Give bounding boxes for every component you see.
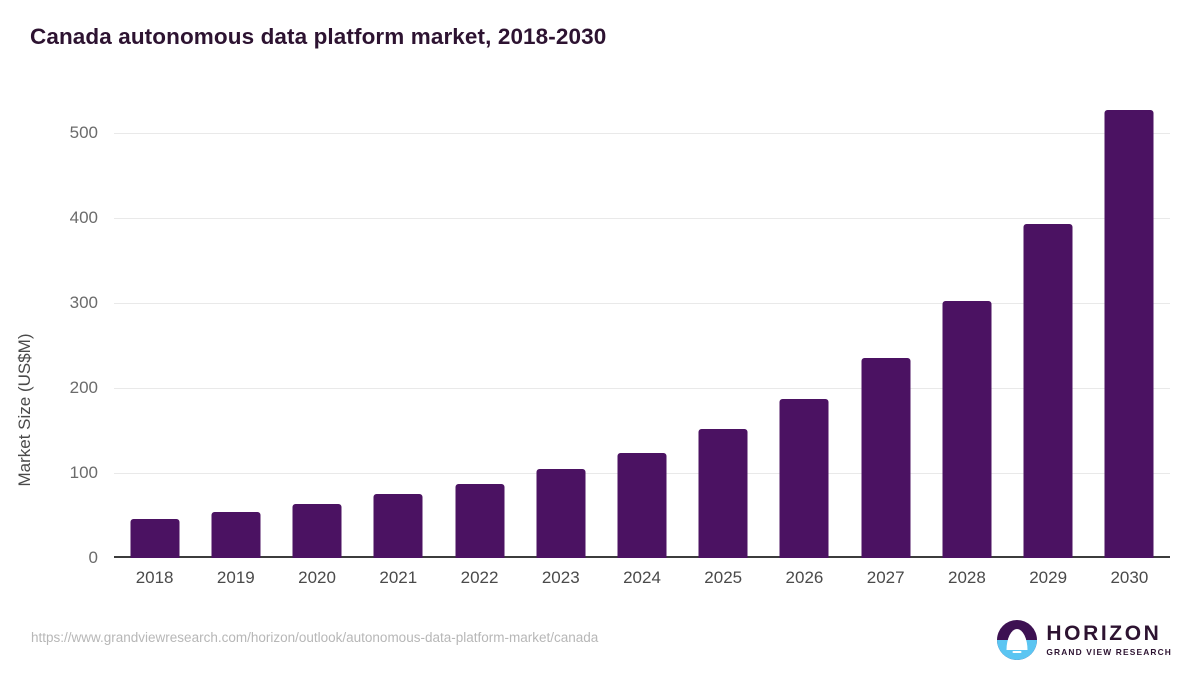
bar-2030[interactable]: [1104, 110, 1154, 558]
bar-group[interactable]: [1089, 95, 1170, 558]
bar-2029[interactable]: [1023, 224, 1073, 558]
bar-2018[interactable]: [130, 518, 180, 558]
logo-text: HORIZON GRAND VIEW RESEARCH: [1046, 623, 1172, 656]
bar-group[interactable]: [520, 95, 601, 558]
bar-2028[interactable]: [942, 301, 992, 558]
bar-group[interactable]: [683, 95, 764, 558]
bar-group[interactable]: [1008, 95, 1089, 558]
source-url[interactable]: https://www.grandviewresearch.com/horizo…: [31, 630, 599, 645]
logo-ray-1: [1007, 643, 1027, 645]
x-tick-label: 2019: [216, 568, 255, 587]
bar-group[interactable]: [601, 95, 682, 558]
bar-group[interactable]: [764, 95, 845, 558]
horizon-logo-icon: [997, 620, 1038, 660]
bar-2023[interactable]: [536, 468, 586, 558]
bar-2021[interactable]: [373, 494, 423, 558]
gridline: [114, 133, 1170, 135]
x-tick-label: 2024: [623, 568, 661, 587]
x-tick-label: 2028: [948, 568, 986, 587]
x-axis: 2018 2019 2020 2021 2022 2023 2024 2025 2026 2027…: [114, 562, 1170, 594]
bar-group[interactable]: [358, 95, 439, 558]
x-tick-label: 2026: [785, 568, 824, 587]
logo-ray-2: [1010, 647, 1025, 649]
logo-tagline: GRAND VIEW RESEARCH: [1046, 647, 1172, 658]
gridline: [114, 218, 1170, 220]
bar-group[interactable]: [439, 95, 520, 558]
gridline: [114, 388, 1170, 390]
y-tick-label: 0: [88, 548, 98, 567]
x-tick-label: 2025: [704, 568, 743, 587]
bar-2024[interactable]: [617, 452, 667, 558]
bar-2026[interactable]: [779, 399, 829, 558]
x-tick-label: 2027: [866, 568, 905, 587]
bar-group[interactable]: [195, 95, 276, 558]
bar-group[interactable]: [926, 95, 1007, 558]
horizon-logo: HORIZON GRAND VIEW RESEARCH: [997, 618, 1172, 662]
x-tick-label: 2018: [135, 568, 174, 587]
bar-group[interactable]: [114, 95, 195, 558]
bar-2019[interactable]: [211, 512, 261, 558]
bar-2020[interactable]: [292, 503, 342, 558]
bars-layer: [114, 95, 1170, 558]
page-title: Canada autonomous data platform market, …: [30, 24, 607, 49]
x-tick-label: 2029: [1029, 568, 1068, 587]
bar-2027[interactable]: [861, 358, 911, 558]
y-tick-label: 100: [69, 463, 98, 483]
y-axis: Market Size (US$M) 0 100 200 300 400 500: [0, 95, 114, 567]
y-tick-label: 300: [69, 293, 98, 313]
logo-ray-3: [1012, 651, 1022, 653]
x-tick-label: 2023: [541, 568, 580, 587]
logo-wordmark: HORIZON: [1046, 622, 1162, 646]
bar-2025[interactable]: [698, 428, 748, 558]
x-tick-label: 2020: [298, 568, 336, 587]
y-tick-label: 500: [69, 123, 98, 143]
y-axis-title: Market Size (US$M): [15, 333, 34, 487]
bar-group[interactable]: [276, 95, 357, 558]
y-tick-label: 200: [69, 378, 98, 398]
bar-2022[interactable]: [455, 484, 505, 558]
y-tick-label: 400: [69, 208, 98, 228]
x-tick-label: 2022: [460, 568, 499, 587]
gridline: [114, 303, 1170, 305]
x-tick-label: 2021: [379, 568, 418, 587]
bar-group[interactable]: [845, 95, 926, 558]
x-tick-label: 2030: [1110, 568, 1149, 587]
